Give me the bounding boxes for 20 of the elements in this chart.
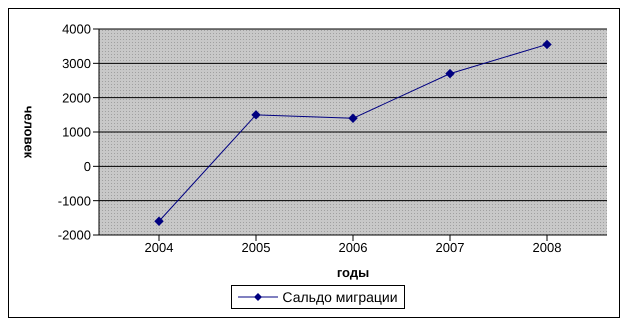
x-tick-label: 2005	[242, 240, 270, 256]
y-tick-label: 1000	[62, 124, 91, 140]
y-tick-label: -2000	[58, 228, 91, 243]
point	[542, 40, 552, 49]
y-tick-label: -1000	[58, 193, 91, 208]
point	[348, 114, 358, 123]
y-tick-label: 0	[84, 158, 91, 174]
y-tick-label: 3000	[62, 56, 91, 71]
x-tick-label: 2008	[532, 240, 562, 256]
legend-label: Сальдо миграции	[282, 289, 398, 305]
x-tick-label: 2006	[338, 240, 368, 256]
x-axis-title: годы	[336, 265, 370, 280]
y-tick-label: 4000	[62, 22, 91, 37]
y-tick-label: 2000	[62, 90, 91, 106]
x-tick-label: 2007	[436, 240, 464, 256]
x-tick-label: 2004	[144, 240, 174, 256]
y-axis-title: человек	[21, 106, 36, 159]
point	[154, 216, 164, 226]
point	[446, 69, 454, 78]
point	[252, 110, 260, 120]
